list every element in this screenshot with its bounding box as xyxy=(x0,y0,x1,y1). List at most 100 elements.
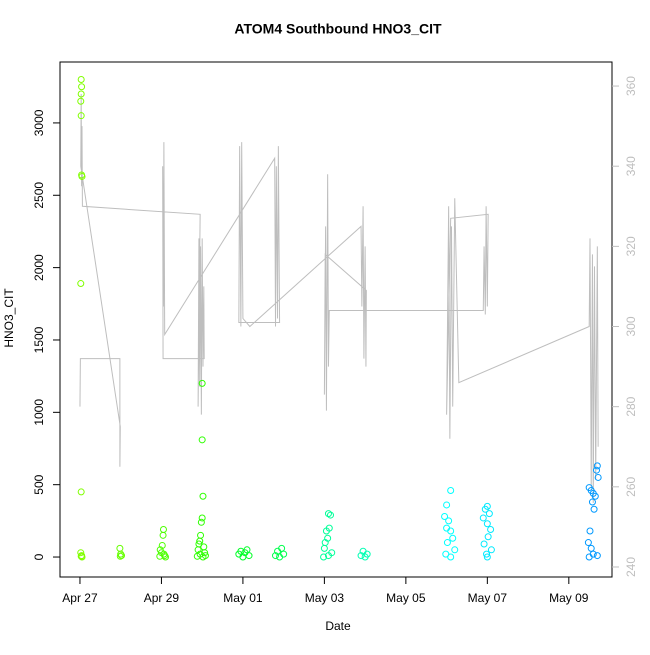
point xyxy=(77,552,85,560)
y-tick-label: 1000 xyxy=(32,399,46,426)
point xyxy=(447,527,455,535)
x-axis-label: Date xyxy=(325,619,351,633)
point xyxy=(278,544,286,552)
point xyxy=(593,552,601,560)
point xyxy=(445,517,453,525)
point xyxy=(447,486,455,494)
point xyxy=(443,524,451,532)
point xyxy=(483,553,491,561)
plot-frame xyxy=(59,61,613,578)
point xyxy=(324,552,332,560)
point xyxy=(320,553,328,561)
x-tick-label: May 05 xyxy=(386,591,426,605)
point xyxy=(327,511,335,519)
x-tick-label: May 03 xyxy=(305,591,345,605)
point xyxy=(594,473,602,481)
y-tick-label: 1500 xyxy=(32,326,46,353)
point xyxy=(78,172,86,180)
point xyxy=(201,549,209,557)
point xyxy=(441,513,449,521)
point xyxy=(77,112,85,120)
point xyxy=(198,379,206,387)
point xyxy=(590,505,598,513)
y2-tick-label: 340 xyxy=(624,156,638,176)
point xyxy=(199,553,207,561)
x-tick-label: May 07 xyxy=(468,591,508,605)
y-tick-label: 0 xyxy=(32,553,46,560)
y-tick-label: 2500 xyxy=(32,182,46,209)
point xyxy=(447,553,455,561)
point xyxy=(197,531,205,539)
y-axis-label: HNO3_CIT xyxy=(2,288,16,348)
point xyxy=(443,539,451,547)
point xyxy=(196,537,204,545)
point xyxy=(276,553,284,561)
point xyxy=(589,550,597,558)
point xyxy=(584,539,592,547)
chart-title: ATOM4 Southbound HNO3_CIT xyxy=(234,21,442,37)
point xyxy=(245,552,253,560)
x-tick-label: May 01 xyxy=(223,591,263,605)
x-tick-label: Apr 27 xyxy=(62,591,98,605)
point xyxy=(449,534,457,542)
y-tick-label: 500 xyxy=(32,474,46,494)
y2-tick-label: 280 xyxy=(624,396,638,416)
point xyxy=(194,546,202,554)
point xyxy=(159,531,167,539)
y2-tick-label: 260 xyxy=(624,476,638,496)
point xyxy=(593,462,601,470)
point xyxy=(586,527,594,535)
point xyxy=(161,552,169,560)
point xyxy=(78,553,86,561)
point xyxy=(480,540,488,548)
point xyxy=(361,553,369,561)
x-tick-label: Apr 29 xyxy=(144,591,180,605)
point xyxy=(239,553,247,561)
point xyxy=(322,527,330,535)
point xyxy=(200,543,208,551)
point xyxy=(198,436,206,444)
point xyxy=(585,553,593,561)
point xyxy=(198,514,206,522)
point xyxy=(77,549,85,557)
point xyxy=(483,520,491,528)
point xyxy=(481,505,489,513)
y2-tick-label: 360 xyxy=(624,76,638,96)
point xyxy=(118,552,126,560)
point xyxy=(357,552,365,560)
point xyxy=(593,466,601,474)
point xyxy=(116,552,124,560)
y2-tick-label: 320 xyxy=(624,236,638,256)
point xyxy=(77,90,85,98)
point xyxy=(162,553,170,561)
point xyxy=(479,514,487,522)
point xyxy=(588,498,596,506)
point xyxy=(77,76,85,84)
y-tick-label: 3000 xyxy=(32,109,46,136)
point xyxy=(78,83,86,91)
point xyxy=(199,492,207,500)
y-tick-label: 2000 xyxy=(32,254,46,281)
point xyxy=(197,518,205,526)
point xyxy=(483,550,491,558)
point xyxy=(280,550,288,558)
point xyxy=(158,541,166,549)
point xyxy=(116,544,124,552)
point xyxy=(324,510,332,518)
point xyxy=(591,492,599,500)
point xyxy=(587,544,595,552)
x-tick-label: May 09 xyxy=(549,591,589,605)
point xyxy=(77,97,85,105)
point xyxy=(77,488,85,496)
y2-tick-label: 240 xyxy=(624,557,638,577)
point xyxy=(484,533,492,541)
point xyxy=(451,546,459,554)
point xyxy=(487,546,495,554)
point xyxy=(272,552,280,560)
point xyxy=(443,501,451,509)
line xyxy=(79,94,599,503)
y2-tick-label: 300 xyxy=(624,316,638,336)
point xyxy=(485,510,493,518)
point xyxy=(487,526,495,534)
